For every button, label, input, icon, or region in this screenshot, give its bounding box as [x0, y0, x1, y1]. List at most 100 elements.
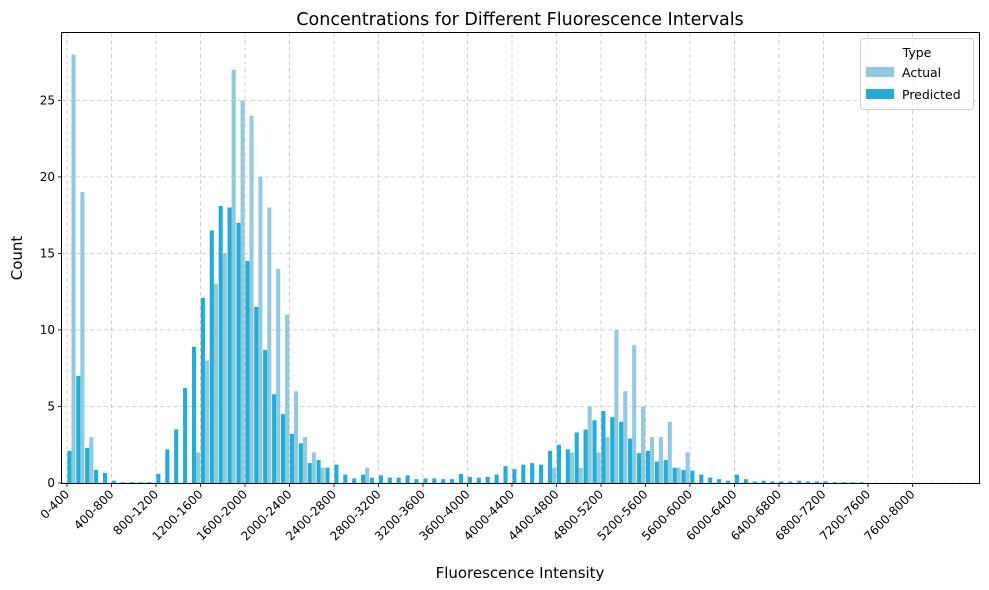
bar-predicted-2	[85, 447, 90, 483]
y-tick-label: 0	[47, 476, 55, 490]
bar-actual-34	[365, 467, 370, 483]
legend-label-actual: Actual	[902, 65, 941, 80]
bar-actual-70	[685, 452, 690, 483]
bar-predicted-77	[752, 481, 757, 483]
bar-predicted-44	[458, 473, 464, 483]
bar-predicted-71	[699, 474, 704, 483]
bar-actual-65	[641, 406, 646, 483]
bar-predicted-79	[770, 481, 775, 483]
bar-predicted-53	[539, 464, 544, 483]
bar-predicted-1	[76, 375, 81, 483]
bar-predicted-39	[414, 479, 419, 483]
bar-actual-18	[222, 253, 227, 483]
bar-actual-22	[258, 176, 263, 483]
bar-predicted-8	[138, 482, 143, 483]
bar-predicted-52	[530, 463, 535, 483]
bar-predicted-3	[94, 469, 99, 483]
bar-predicted-6	[120, 482, 125, 483]
bar-predicted-33	[361, 474, 366, 483]
bar-actual-25	[285, 314, 290, 483]
bar-actual-64	[632, 345, 637, 483]
bar-actual-55	[552, 467, 557, 483]
bar-predicted-18	[227, 207, 232, 483]
bar-predicted-89	[859, 482, 864, 483]
y-tick-label: 20	[40, 170, 55, 184]
bar-actual-27	[302, 437, 307, 483]
bar-actual-69	[676, 467, 681, 483]
bar-actual-17	[213, 284, 218, 483]
bar-actual-68	[667, 421, 672, 483]
bar-actual-60	[596, 452, 601, 483]
bar-predicted-62	[619, 421, 624, 483]
bar-predicted-12	[174, 429, 179, 483]
bar-predicted-85	[823, 481, 828, 483]
y-tick-label: 10	[40, 323, 55, 337]
bar-predicted-16	[209, 230, 214, 483]
legend-swatch-actual	[866, 67, 894, 77]
bar-predicted-34	[369, 477, 375, 483]
bar-actual-63	[623, 391, 628, 483]
legend-swatch-predicted	[866, 89, 894, 99]
bar-predicted-21	[254, 306, 259, 483]
bar-predicted-38	[405, 475, 410, 483]
bar-predicted-42	[441, 479, 446, 483]
y-axis-label: Count	[8, 236, 26, 281]
y-tick-label: 5	[47, 399, 55, 413]
bar-actual-19	[231, 69, 236, 484]
bar-predicted-76	[743, 479, 748, 483]
bar-actual-62	[614, 329, 619, 483]
bar-actual-21	[249, 115, 254, 483]
x-axis-label: Fluorescence Intensity	[436, 564, 605, 582]
bar-predicted-28	[316, 460, 321, 483]
bar-actual-58	[578, 467, 583, 483]
bar-predicted-81	[788, 481, 793, 483]
bar-predicted-56	[565, 449, 570, 483]
bar-predicted-31	[343, 474, 348, 483]
bar-predicted-68	[672, 467, 677, 483]
bar-actual-66	[649, 437, 655, 483]
bar-actual-24	[276, 268, 281, 483]
bar-predicted-49	[503, 466, 508, 483]
bar-predicted-40	[423, 478, 428, 483]
bar-predicted-50	[512, 469, 517, 483]
bar-predicted-26	[298, 443, 303, 483]
legend: Type Actual Predicted	[860, 38, 974, 110]
bar-predicted-5	[111, 480, 116, 483]
bar-predicted-47	[485, 476, 490, 483]
bars	[67, 54, 864, 484]
bar-predicted-82	[797, 480, 802, 483]
bar-predicted-61	[610, 417, 615, 483]
bar-predicted-78	[761, 480, 766, 483]
bar-predicted-83	[806, 481, 811, 483]
bar-predicted-58	[583, 429, 588, 483]
bar-predicted-70	[690, 470, 695, 483]
bar-actual-23	[267, 207, 272, 483]
grid-lines	[62, 33, 979, 484]
bar-predicted-66	[654, 461, 659, 483]
bar-predicted-27	[307, 463, 312, 483]
bar-predicted-37	[396, 477, 401, 483]
bar-predicted-54	[547, 450, 553, 483]
bar-predicted-69	[681, 469, 686, 483]
bar-actual-2	[80, 192, 85, 484]
bar-actual-57	[569, 452, 574, 483]
bar-predicted-10	[156, 473, 161, 483]
bar-predicted-73	[717, 479, 722, 483]
bar-actual-29	[320, 467, 325, 483]
bar-predicted-80	[779, 481, 784, 483]
bar-actual-16	[204, 360, 210, 483]
bar-predicted-14	[191, 346, 197, 483]
bar-predicted-35	[378, 475, 383, 483]
bar-predicted-32	[352, 478, 357, 483]
bar-predicted-87	[841, 482, 846, 483]
bar-predicted-63	[628, 438, 633, 483]
bar-actual-59	[587, 406, 592, 483]
bar-predicted-30	[334, 464, 339, 483]
bar-actual-1	[71, 54, 76, 484]
bar-predicted-72	[708, 477, 713, 483]
bar-predicted-25	[289, 434, 294, 483]
legend-label-predicted: Predicted	[902, 87, 961, 102]
bar-predicted-48	[494, 474, 499, 483]
bar-predicted-29	[325, 467, 330, 483]
